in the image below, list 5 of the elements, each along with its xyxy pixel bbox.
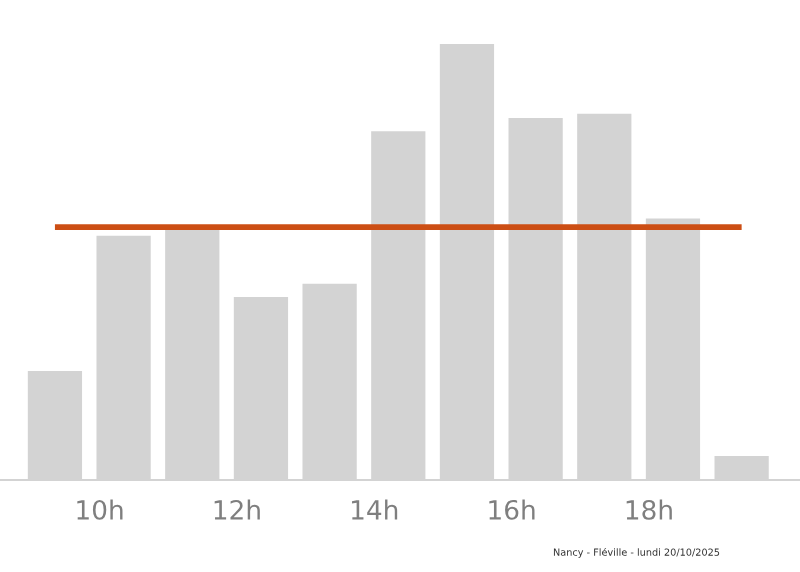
x-tick-label: 10h	[77, 499, 123, 520]
x-tick-label: 18h	[626, 499, 672, 520]
x-tick-label: 16h	[489, 499, 535, 520]
x-tick-label: 12h	[214, 499, 260, 520]
x-tick-label: 14h	[352, 499, 398, 520]
